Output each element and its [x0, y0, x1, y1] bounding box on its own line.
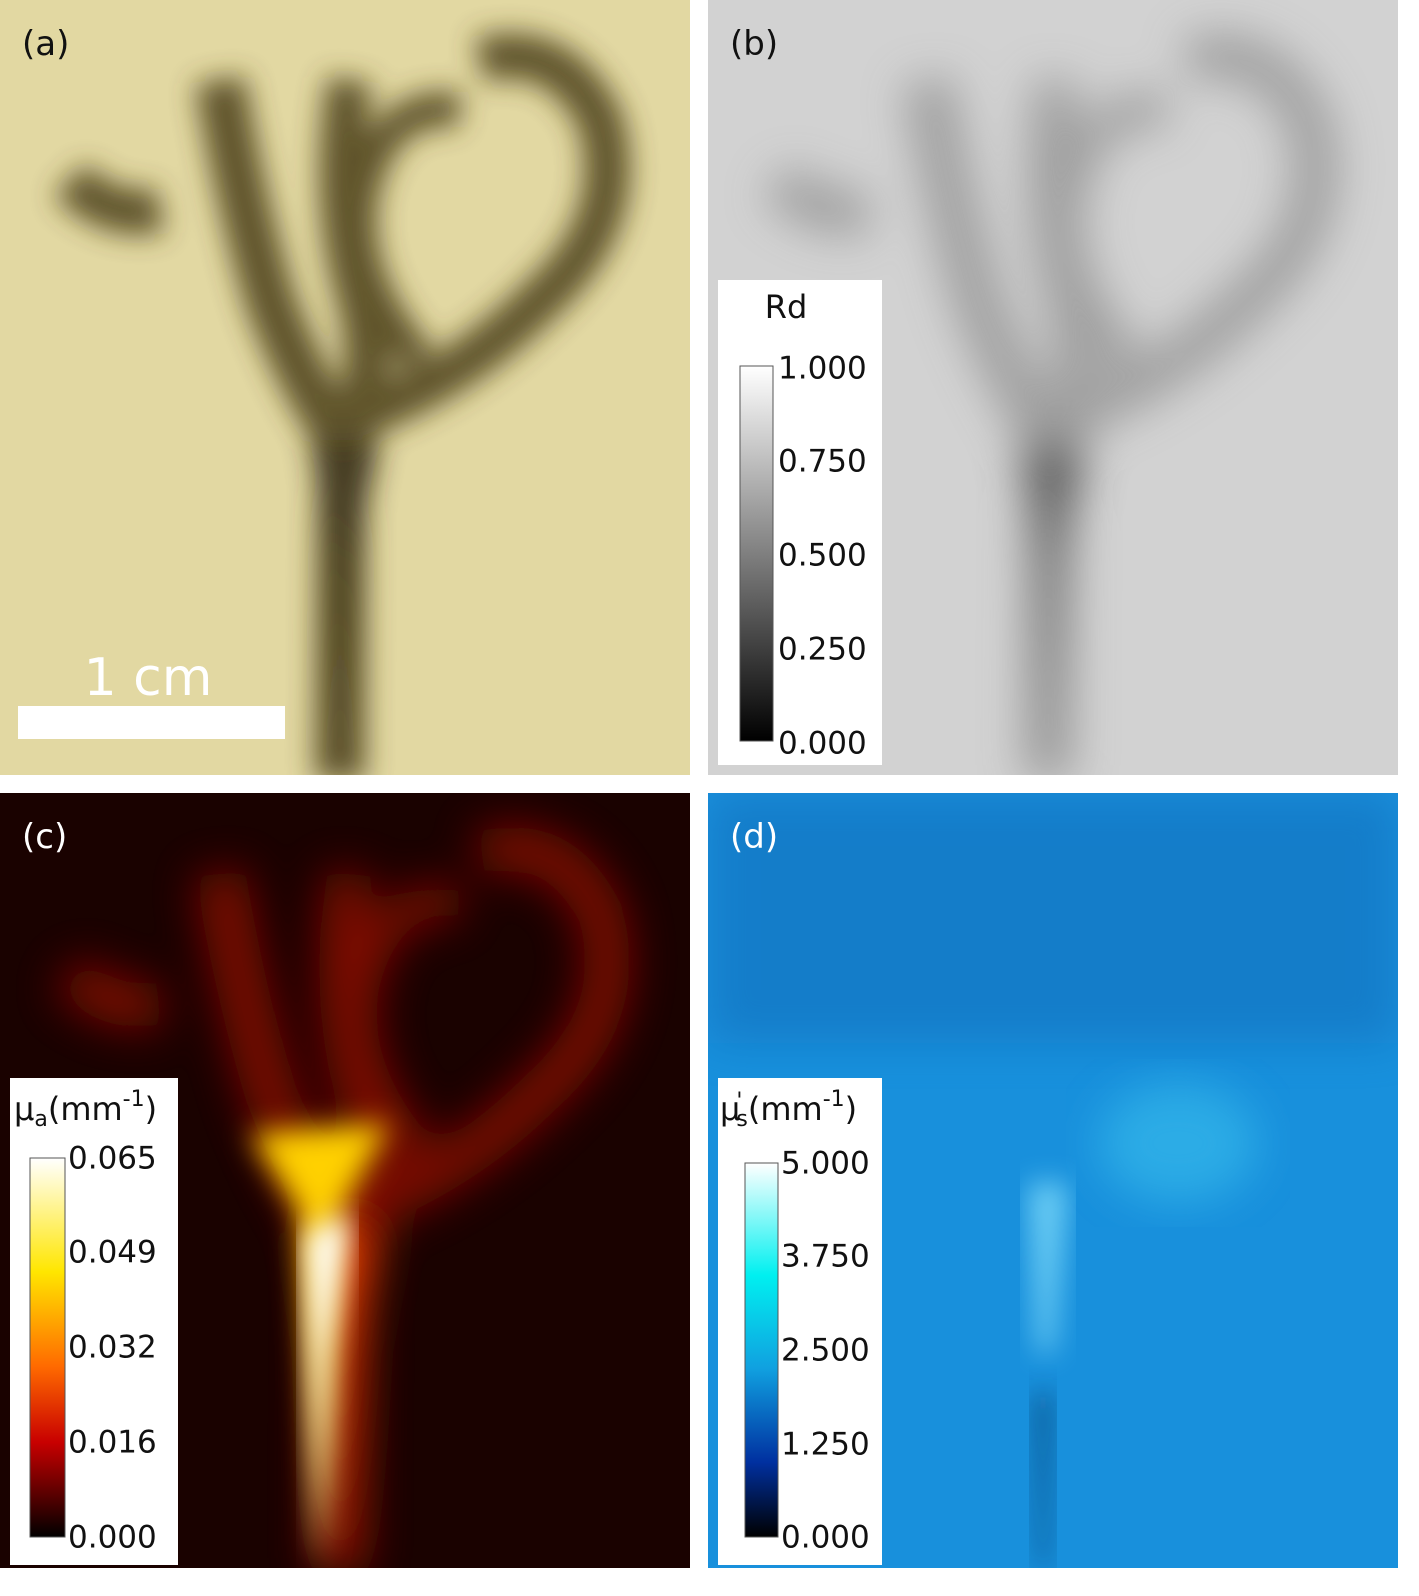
close: ) [145, 1090, 157, 1128]
vessel-core [305, 1213, 350, 1568]
panel-label: (c) [22, 817, 67, 857]
colorbar-tick: 0.032 [68, 1330, 157, 1366]
panel-label: (d) [730, 817, 778, 857]
panel-label: (b) [730, 24, 778, 64]
colorbar-tick: 5.000 [781, 1146, 870, 1182]
superscript: ' [736, 1089, 742, 1114]
colorbar-title: Rd [765, 288, 808, 326]
shade [708, 793, 1398, 1043]
colorbar-tick: 0.000 [778, 726, 867, 762]
superscript: -1 [823, 1087, 845, 1112]
scale-bar-label: 1 cm [84, 648, 213, 708]
colorbar [744, 1162, 779, 1538]
colorbar-title: μ' s(mm-1) [720, 1087, 857, 1132]
colorbar-tick: 1.000 [778, 351, 867, 387]
colorbar [739, 365, 774, 742]
colorbar-tick: 0.250 [778, 632, 867, 668]
subscript: a [34, 1107, 47, 1132]
colorbar-tick: 0.000 [68, 1520, 157, 1556]
close: ) [845, 1090, 857, 1128]
superscript: -1 [123, 1087, 145, 1112]
colorbar-tick: 2.500 [781, 1333, 870, 1369]
colorbar-tick: 0.065 [68, 1141, 157, 1177]
scale-bar [18, 706, 285, 739]
symbol: μ [14, 1090, 34, 1128]
colorbar-tick: 1.250 [781, 1427, 870, 1463]
colorbar-tick: 0.750 [778, 444, 867, 480]
unit: (mm [748, 1090, 823, 1128]
colorbar-tick: 0.000 [781, 1520, 870, 1556]
colorbar-tick: 0.500 [778, 538, 867, 574]
colorbar-title: μa(mm-1) [14, 1087, 157, 1132]
subscript: s [736, 1107, 747, 1132]
panel-a [0, 0, 690, 775]
panel-label: (a) [22, 24, 69, 64]
shade [1033, 1393, 1053, 1568]
unit: (mm [48, 1090, 123, 1128]
colorbar [29, 1157, 66, 1538]
highlight [1028, 1183, 1068, 1353]
highlight [1098, 1083, 1258, 1203]
symbol: μ [720, 1090, 740, 1128]
colorbar-tick: 3.750 [781, 1239, 870, 1275]
colorbar-tick: 0.016 [68, 1425, 157, 1461]
colorbar-tick: 0.049 [68, 1235, 157, 1271]
